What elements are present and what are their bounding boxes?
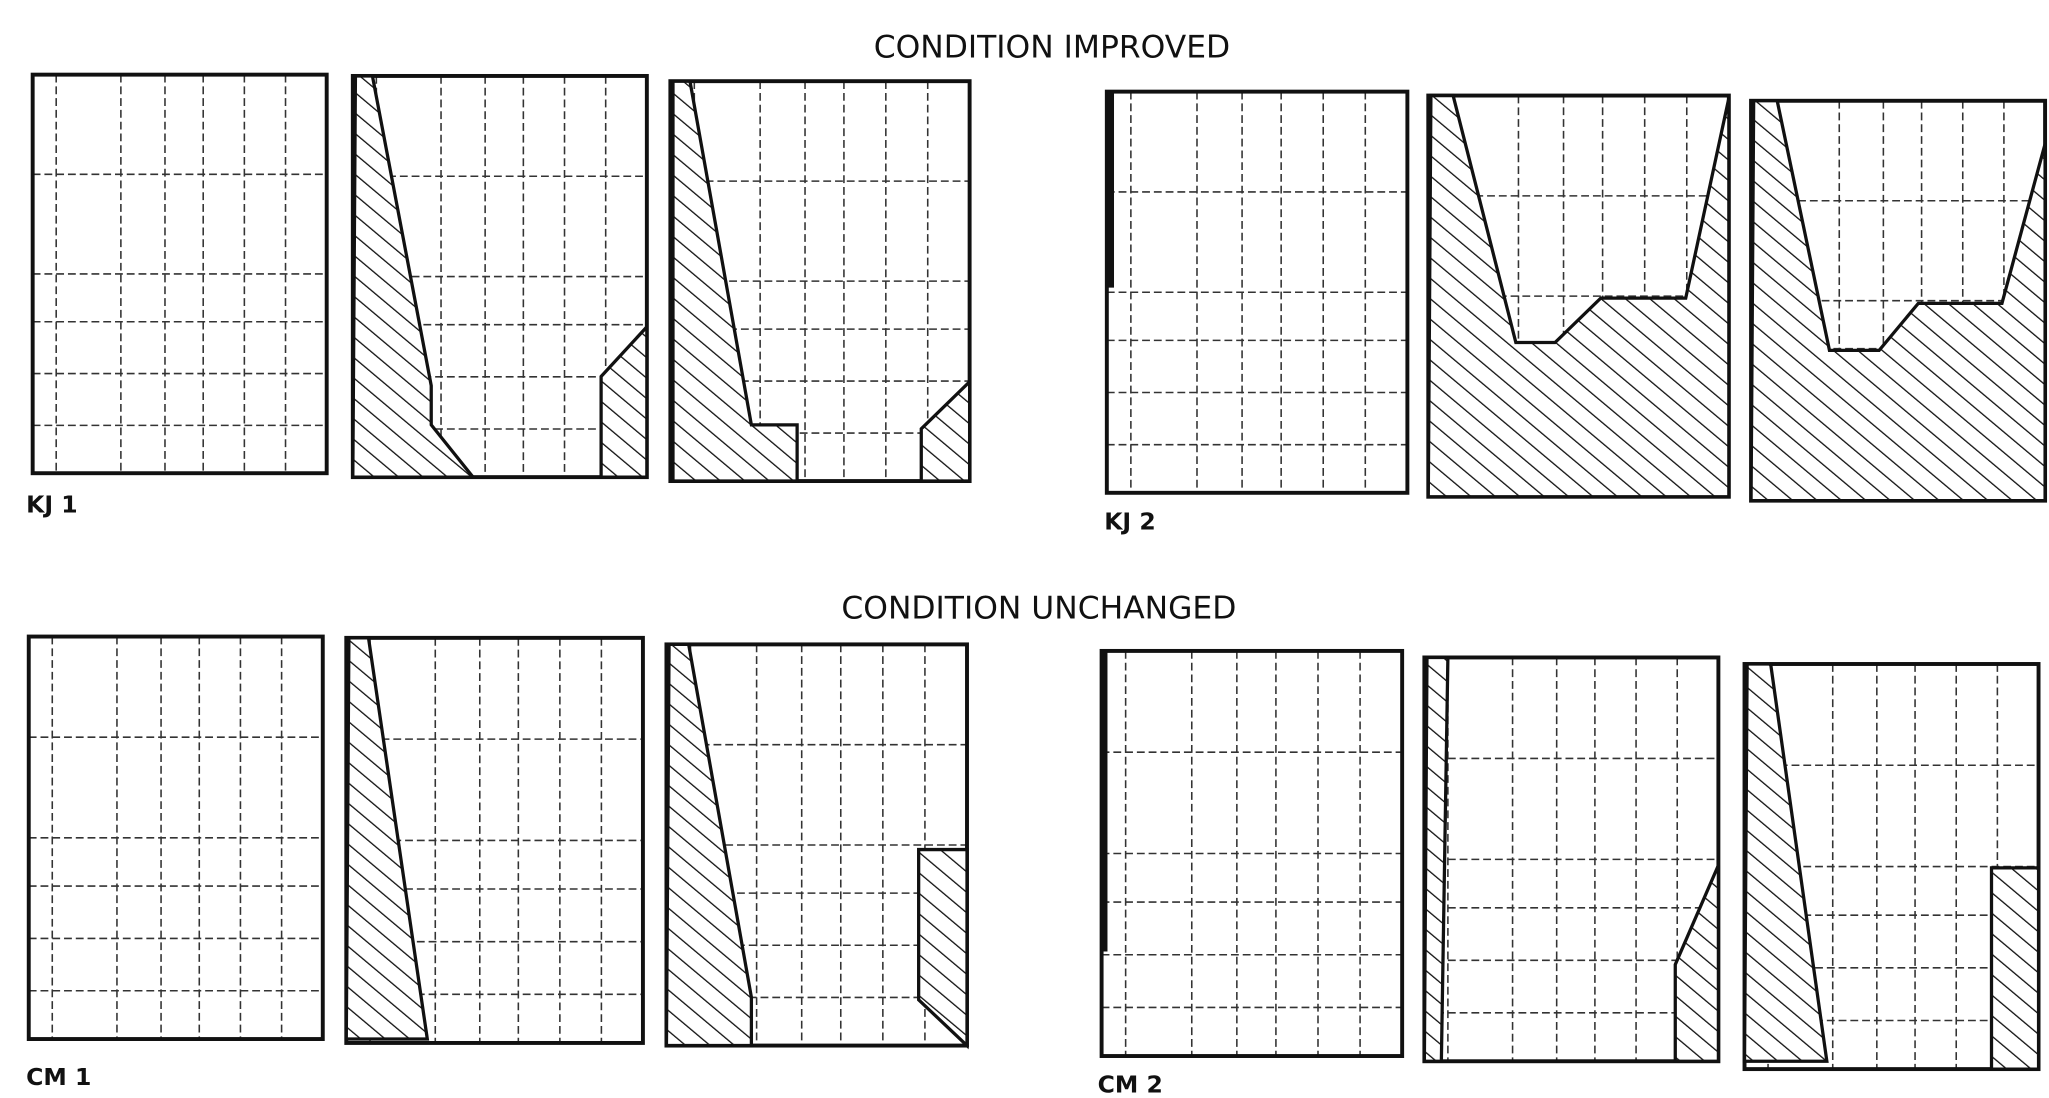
panel-frame [1099,648,1405,1058]
panel-frame [30,72,329,476]
hatched-area [1426,93,1731,499]
hatched-area [599,322,649,479]
group-label: CM 1 [26,1063,91,1091]
hatched-area [1742,662,1829,1063]
grids [26,72,2048,1072]
hatched-area [344,636,430,1041]
hatched-area [351,74,477,479]
hatched-areas [344,74,2047,1071]
panel-frame [1104,89,1410,495]
panel-frame [668,79,972,484]
hatched-area [1422,655,1450,1063]
hatched-area [1989,866,2041,1071]
section-title: CONDITION UNCHANGED [841,590,1236,626]
hatched-area [671,79,799,483]
hatched-area [917,847,969,1050]
group-label: KJ 2 [1104,507,1156,535]
hatched-area [1673,864,1721,1063]
hatched-area [919,377,972,483]
hatched-area [664,642,754,1048]
group-label: KJ 1 [26,490,78,518]
hatched-area [1749,99,2047,503]
panel-frame [26,634,325,1041]
group-label: CM 2 [1098,1071,1163,1098]
section-title: CONDITION IMPROVED [874,30,1231,66]
